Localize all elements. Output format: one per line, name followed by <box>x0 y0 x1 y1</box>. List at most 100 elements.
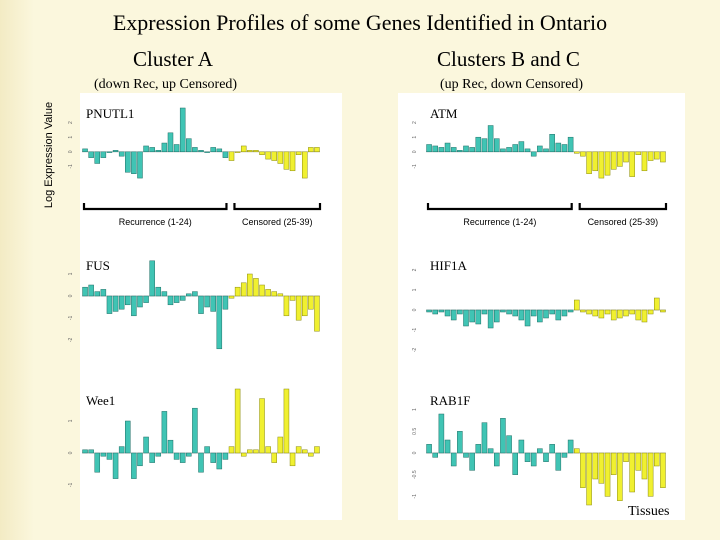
left-background-stripe <box>0 0 34 540</box>
recurrence-bar <box>506 435 512 454</box>
recurrence-bar <box>186 293 192 297</box>
censored-bar <box>259 398 265 454</box>
recurrence-bar <box>444 309 451 317</box>
recurrence-bar <box>518 309 525 321</box>
recurrence-bar <box>426 444 432 454</box>
recurrence-bar <box>475 444 482 454</box>
y-tick-label: -1 <box>412 494 418 499</box>
censored-bar <box>271 291 277 297</box>
recurrence-bar <box>222 452 229 460</box>
censored-bar <box>289 452 296 467</box>
recurrence-bar <box>438 309 445 313</box>
censored-bar <box>259 284 265 297</box>
censored-bar <box>314 147 320 153</box>
recurrence-bar <box>469 147 475 153</box>
recurrence-bar <box>198 295 204 314</box>
censored-bar <box>301 295 308 317</box>
recurrence-bar <box>192 407 198 454</box>
recurrence-bar <box>192 291 198 297</box>
recurrence-bar <box>82 148 88 153</box>
recurrence-bar <box>450 452 457 467</box>
gene-name: ATM <box>430 106 458 121</box>
recurrence-bar <box>555 452 562 471</box>
censored-bar <box>271 151 277 161</box>
recurrence-bar <box>88 284 94 297</box>
recurrence-bar <box>518 141 525 153</box>
censored-bar <box>283 295 290 317</box>
censored-bar <box>234 286 241 297</box>
censored-bar <box>647 309 654 315</box>
recurrence-bar <box>469 309 475 323</box>
recurrence-bar <box>450 309 457 321</box>
recurrence-bar <box>106 295 113 314</box>
y-tick-label: -1 <box>68 483 74 488</box>
chart-fus: FUS -2 -1 0 1 <box>68 258 320 350</box>
recurrence-bar <box>210 147 216 153</box>
recurrence-bar <box>426 309 432 313</box>
censored-bar <box>271 452 277 463</box>
recurrence-bar <box>173 144 180 153</box>
gene-name: FUS <box>86 258 110 273</box>
recurrence-bar <box>530 151 537 157</box>
y-tick-label: 2 <box>412 268 418 271</box>
recurrence-bar <box>167 295 174 306</box>
recurrence-bar <box>82 449 88 454</box>
recurrence-bar <box>543 148 549 153</box>
censored-bar <box>247 449 253 454</box>
censored-bar <box>580 309 586 313</box>
recurrence-bar <box>82 286 88 297</box>
censored-bar <box>660 309 666 313</box>
recurrence-bar <box>112 452 119 479</box>
y-tick-label: -1 <box>68 316 74 321</box>
recurrence-bar <box>438 413 445 454</box>
censored-bar <box>592 151 599 172</box>
censored-bar <box>228 151 235 161</box>
recurrence-bar <box>149 147 155 153</box>
recurrence-bar <box>149 260 155 297</box>
recurrence-bar <box>549 134 555 153</box>
censored-bar <box>647 452 654 497</box>
recurrence-bar <box>143 145 149 153</box>
censored-bar <box>573 151 580 154</box>
censored-bar <box>580 151 586 157</box>
recurrence-bar <box>481 138 488 153</box>
recurrence-bar <box>500 418 506 454</box>
recurrence-bar <box>493 452 500 467</box>
recurrence-bar <box>530 309 537 317</box>
censored-bracket <box>578 203 668 211</box>
y-tick-label: 1 <box>68 419 74 422</box>
recurrence-bar <box>463 145 469 153</box>
recurrence-bar <box>426 144 432 153</box>
censored-bar <box>629 452 635 493</box>
recurrence-bar <box>106 452 113 460</box>
recurrence-bar <box>125 151 131 173</box>
censored-bar <box>283 151 290 170</box>
recurrence-bar <box>463 309 469 327</box>
recurrence-bar <box>493 309 500 323</box>
recurrence-bar <box>179 452 186 463</box>
y-tick-label: 0 <box>412 308 418 311</box>
recurrence-bar <box>567 309 574 313</box>
recurrence-bar <box>469 452 475 471</box>
censored-bar <box>641 452 648 480</box>
recurrence-bar <box>524 452 531 462</box>
censored-bar <box>240 145 247 153</box>
censored-bar <box>598 309 605 319</box>
recurrence-bar <box>561 452 568 458</box>
recurrence-bar <box>204 295 210 308</box>
recurrence-bar <box>543 452 549 462</box>
recurrence-bar <box>438 147 445 153</box>
recurrence-bar <box>125 295 131 306</box>
y-tick-label: 2 <box>412 121 418 124</box>
censored-bar <box>610 309 617 321</box>
recurrence-bar <box>204 446 210 454</box>
recurrence-bar <box>524 309 531 327</box>
censored-bar <box>635 309 642 321</box>
censored-bar <box>610 452 617 475</box>
censored-bar <box>289 151 296 172</box>
censored-bar <box>635 452 642 471</box>
recurrence-bar <box>155 452 162 457</box>
censored-bar <box>629 151 635 177</box>
recurrence-bar <box>100 151 107 158</box>
y-tick-label: -0.5 <box>412 470 418 479</box>
